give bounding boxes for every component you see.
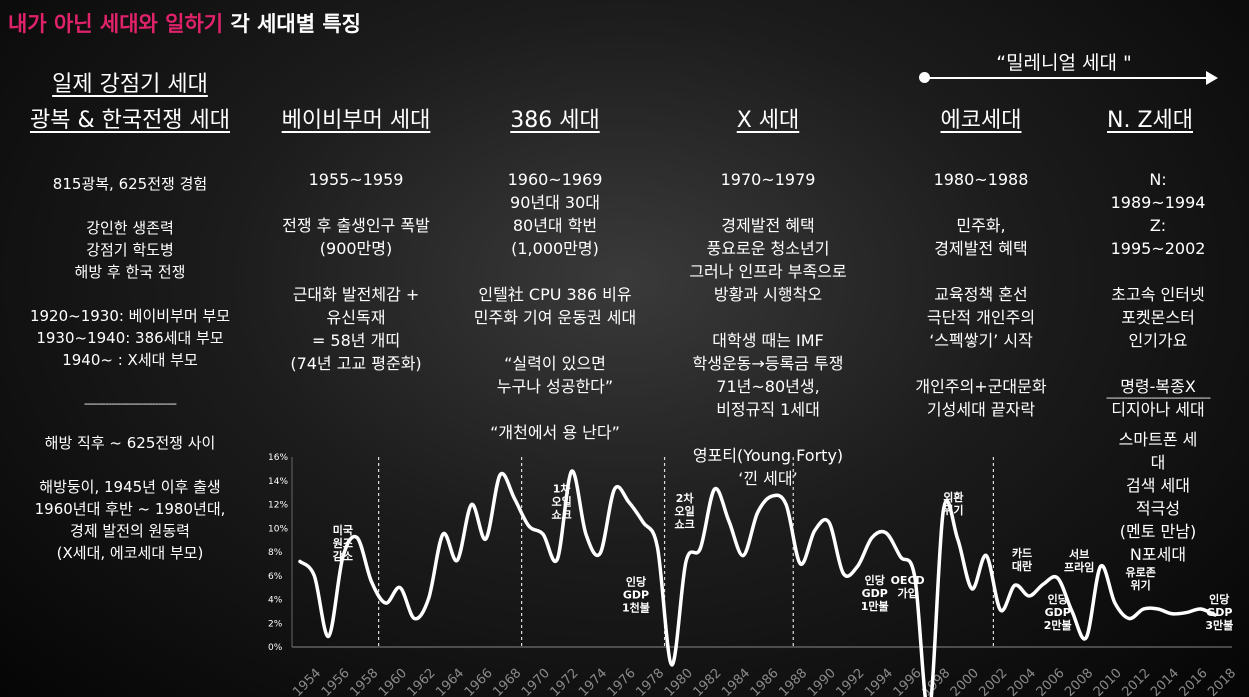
gen-text-echo: 1980~1988 민주화, 경제발전 혜택 교육정책 혼선 극단적 개인주의 … [915, 170, 1047, 419]
gen-text-liberation: 815광복, 625전쟁 경험 강인한 생존력 강점기 학도병 해방 후 한국 … [29, 175, 231, 369]
event-annotation: 인당 GDP 2만불 [1044, 592, 1072, 632]
x-tick-label: 2006 [1034, 666, 1068, 697]
gen-heading-babyboomer: 베이비부머 세대 [281, 108, 431, 133]
gdp-growth-chart: 0%2%4%6%8%10%12%14%16%195419561958196019… [268, 453, 1239, 697]
x-tick-label: 2008 [1062, 666, 1096, 697]
x-tick-label: 1964 [433, 666, 467, 697]
x-tick-label: 1978 [633, 666, 667, 697]
millennial-arrow-icon [1206, 71, 1218, 85]
event-annotation: 미국 원조 감소 [333, 523, 353, 563]
gen-heading-x: X 세대 [736, 108, 800, 133]
event-annotation: 인당 GDP 3만불 [1205, 592, 1233, 632]
gen-separator-liberation: ------------------------------- [83, 397, 177, 410]
gen-text2-liberation: 해방 직후 ~ 625전쟁 사이 해방둥이, 1945년 이후 출생 1960년… [34, 434, 226, 562]
x-tick-label: 1976 [605, 666, 639, 697]
event-annotation: 유로존 위기 [1125, 566, 1155, 592]
gen-text-x: 1970~1979 경제발전 혜택 풍요로운 청소년기 그러나 인프라 부족으로… [689, 170, 847, 488]
x-tick-label: 1992 [834, 666, 868, 697]
x-tick-label: 2018 [1205, 666, 1239, 697]
x-tick-label: 2000 [948, 666, 982, 697]
title-rest: 각 세대별 특징 [223, 12, 361, 36]
x-tick-label: 2014 [1148, 666, 1182, 697]
x-tick-label: 1960 [376, 666, 410, 697]
x-tick-label: 2010 [1091, 666, 1125, 697]
gen-text-babyboomer: 1955~1959 전쟁 후 출생인구 폭발 (900만명) 근대화 발전체감 … [282, 170, 430, 373]
x-tick-label: 1962 [405, 666, 439, 697]
millennial-range-line [924, 77, 1214, 79]
x-tick-label: 1980 [662, 666, 696, 697]
x-tick-label: 2016 [1177, 666, 1211, 697]
gen-heading-nz: N. Z세대 [1107, 108, 1193, 133]
event-annotation: 외환 위기 [943, 490, 963, 517]
gen-heading-liberation: 광복 & 한국전쟁 세대 [29, 108, 231, 133]
y-tick-label: 8% [268, 548, 283, 558]
page-title: 내가 아닌 세대와 일하기 각 세대별 특징 [8, 8, 361, 38]
x-tick-label: 1970 [519, 666, 553, 697]
y-tick-label: 12% [268, 501, 288, 511]
x-tick-label: 1990 [805, 666, 839, 697]
gen-text-nz: N: 1989~1994 Z: 1995~2002 초고속 인터넷 포켓몬스터 … [1110, 170, 1206, 419]
event-annotation: OECD 가입 [891, 574, 925, 600]
title-highlight: 내가 아닌 세대와 일하기 [8, 12, 224, 36]
x-tick-label: 1982 [691, 666, 725, 697]
x-tick-label: 2002 [976, 666, 1010, 697]
x-tick-label: 1986 [748, 666, 782, 697]
event-annotation: 1차 오일 쇼크 [552, 482, 572, 522]
y-tick-label: 14% [268, 477, 288, 487]
gen-text2-nz: 스마트폰 세대 검색 세대 적극성 (멘토 만남) N포세대 [1118, 430, 1198, 564]
x-tick-label: 1956 [319, 666, 353, 697]
gen-heading-386: 386 세대 [510, 108, 600, 133]
event-annotation: 서브 프라임 [1064, 547, 1094, 574]
x-tick-label: 1988 [776, 666, 810, 697]
x-tick-label: 1958 [347, 666, 381, 697]
x-tick-label: 1966 [462, 666, 496, 697]
y-tick-label: 16% [268, 453, 288, 463]
y-tick-label: 10% [268, 524, 288, 534]
x-tick-label: 2004 [1005, 666, 1039, 697]
gen-text-386: 1960~1969 90년대 30대 80년대 학번 (1,000만명) 인텔社… [473, 170, 637, 442]
x-tick-label: 1994 [862, 666, 896, 697]
gen-heading-colonial: 일제 강점기 세대 [52, 72, 208, 97]
event-annotation: 카드 대란 [1012, 546, 1032, 573]
event-annotation: 2차 오일 쇼크 [674, 491, 694, 531]
event-annotation: 인당 GDP 1만불 [861, 573, 889, 613]
x-tick-label: 1968 [490, 666, 524, 697]
y-tick-label: 6% [268, 572, 283, 582]
x-tick-label: 1996 [891, 666, 925, 697]
gdp-growth-line [298, 469, 1217, 697]
y-tick-label: 2% [268, 619, 283, 629]
y-tick-label: 4% [268, 596, 283, 606]
x-tick-label: 1972 [548, 666, 582, 697]
gen-separator-nz: ----------------------------------- [1106, 391, 1211, 404]
x-tick-label: 1984 [719, 666, 753, 697]
millennial-label: “밀레니얼 세대 " [996, 52, 1132, 74]
event-annotation: 인당 GDP 1천불 [622, 574, 650, 614]
x-tick-label: 1974 [576, 666, 610, 697]
x-tick-label: 1954 [290, 666, 324, 697]
x-tick-label: 2012 [1119, 666, 1153, 697]
y-tick-label: 0% [268, 643, 283, 653]
gen-heading-echo: 에코세대 [940, 108, 1022, 133]
